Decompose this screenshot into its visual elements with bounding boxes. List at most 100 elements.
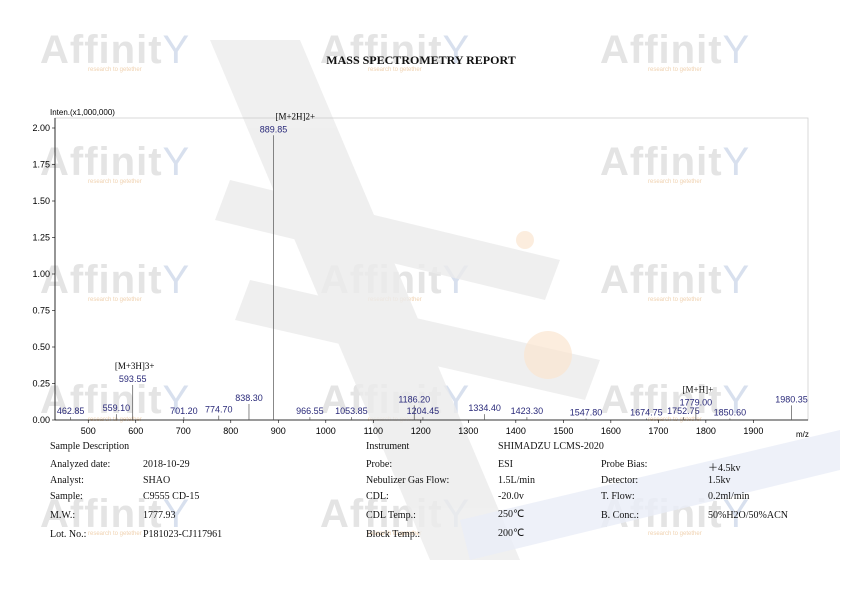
peak-label: 1779.00 (680, 397, 713, 407)
x-tick-label: 1200 (411, 426, 431, 436)
instrument-value-cdl-temp: 250℃ (498, 509, 525, 520)
watermark-tagline: research to getether (88, 179, 142, 185)
watermark-text: Affinit (600, 378, 723, 422)
sample-value-date: 2018-10-29 (143, 459, 190, 470)
watermark-tagline: research to getether (368, 67, 422, 73)
annotation-label: [M+3H]3+ (115, 361, 155, 371)
instrument-label-probe-bias: Probe Bias: (601, 459, 648, 470)
peak-label: 889.85 (260, 124, 288, 134)
instrument-value-nebulizer: 1.5L/min (498, 475, 535, 486)
watermark-text: Affinit (600, 140, 723, 184)
peak-label: 774.70 (205, 405, 233, 415)
peak-label: 1334.40 (468, 403, 501, 413)
y-tick-label: 2.00 (32, 123, 50, 133)
report-title: MASS SPECTROMETRY REPORT (326, 53, 516, 67)
peak-label: 1980.35 (775, 394, 808, 404)
instrument-value-b-conc: 50%H2O/50%ACN (708, 510, 788, 521)
y-tick-label: 0.75 (32, 306, 50, 316)
sample-value-lot: P181023-CJ117961 (143, 529, 223, 540)
watermark-tagline: research to getether (648, 531, 702, 537)
sample-value-sample: C9555 CD-15 (143, 491, 200, 502)
peak-label: 701.20 (170, 406, 198, 416)
peak-label: 593.55 (119, 374, 147, 384)
x-tick-label: 800 (223, 426, 238, 436)
instrument-value-detector: 1.5kv (708, 475, 731, 486)
instrument-label-block-temp: Block Temp.: (366, 529, 421, 540)
peak-label: 1423.30 (511, 406, 544, 416)
x-tick-label: 500 (81, 426, 96, 436)
x-axis-title: m/z (796, 430, 809, 439)
x-tick-label: 1400 (506, 426, 526, 436)
instrument-value-block-temp: 200℃ (498, 528, 525, 539)
x-tick-label: 1100 (364, 426, 383, 436)
watermark-tagline: research to getether (368, 531, 422, 537)
peak-label: 462.85 (57, 406, 85, 416)
annotations: [M+2H]2+ [M+3H]3+ [M+H]+ (115, 111, 713, 394)
x-tick-label: 1000 (316, 426, 336, 436)
y-tick-label: 1.75 (32, 160, 50, 170)
y-tick-label: 0.50 (32, 342, 50, 352)
annotation-label: [M+H]+ (683, 384, 714, 394)
y-tick-label: 0.00 (32, 415, 50, 425)
peak-label: 1850.60 (714, 408, 747, 418)
y-tick-label: 0.25 (32, 379, 50, 389)
sample-value-mw: 1777.93 (143, 510, 176, 521)
x-tick-label: 1700 (648, 426, 668, 436)
sample-value-analyst: SHAO (143, 475, 171, 486)
instrument-label-t-flow: T. Flow: (601, 491, 635, 502)
y-tick-label: 1.25 (32, 233, 50, 243)
x-tick-label: 1600 (601, 426, 621, 436)
instrument-label-detector: Detector: (601, 475, 639, 486)
peak-label: 1674.75 (630, 408, 663, 418)
axes: 0.00 0.25 0.50 0.75 1.00 1.25 1.50 1.75 2.00 500 6… (32, 118, 808, 436)
y-axis-title: Inten.(x1,000,000) (50, 108, 115, 117)
sample-label-date: Analyzed date: (50, 459, 111, 470)
plot-frame (54, 117, 809, 421)
watermark-tagline: research to getether (648, 297, 702, 303)
watermark-text: Affinit (40, 378, 163, 422)
instrument-value-probe-bias: ＋4.5kv (708, 463, 741, 474)
x-tick-label: 1800 (696, 426, 716, 436)
sample-label-analyst: Analyst: (50, 475, 84, 486)
sample-heading: Sample Description (50, 441, 130, 452)
instrument-label-nebulizer: Nebulizer Gas Flow: (366, 475, 450, 486)
watermark-text: Affinit (40, 28, 163, 72)
x-tick-label: 1900 (743, 426, 763, 436)
peak-label: 1186.20 (398, 394, 430, 404)
annotation-label: [M+2H]2+ (275, 111, 315, 121)
watermark-tagline: research to getether (648, 67, 702, 73)
peak-label: 1204.45 (407, 406, 440, 416)
y-tick-label: 1.50 (32, 196, 50, 206)
x-tick-label: 1500 (553, 426, 573, 436)
x-tick-label: 900 (271, 426, 286, 436)
mass-spectrum-chart: Inten.(x1,000,000) m/z 0.00 0.25 0.50 0.75 1… (32, 108, 809, 439)
x-tick-label: 600 (128, 426, 143, 436)
sample-label-mw: M.W.: (50, 510, 76, 521)
watermark-tagline: research to getether (88, 297, 142, 303)
watermark-text: Affinit (40, 258, 163, 302)
sample-label-sample: Sample: (50, 491, 83, 502)
x-tick-label: 700 (176, 426, 191, 436)
instrument-value-cdl: -20.0v (498, 491, 524, 502)
watermark-tagline: research to getether (88, 531, 142, 537)
peak-label: 966.55 (296, 406, 324, 416)
watermark-text: Affinit (600, 28, 723, 72)
instrument-label-b-conc: B. Conc.: (601, 510, 640, 521)
watermark-text: Affinit (40, 140, 163, 184)
sample-label-lot: Lot. No.: (50, 529, 87, 540)
instrument-model: SHIMADZU LCMS-2020 (498, 441, 604, 452)
watermark-tagline: research to getether (88, 67, 142, 73)
instrument-label-cdl-temp: CDL Temp.: (366, 510, 416, 521)
instrument-value-probe: ESI (498, 459, 513, 470)
watermark-text: Affinit (320, 28, 443, 72)
instrument-value-t-flow: 0.2ml/min (708, 491, 750, 502)
peak-label: 1752.75 (667, 406, 700, 416)
